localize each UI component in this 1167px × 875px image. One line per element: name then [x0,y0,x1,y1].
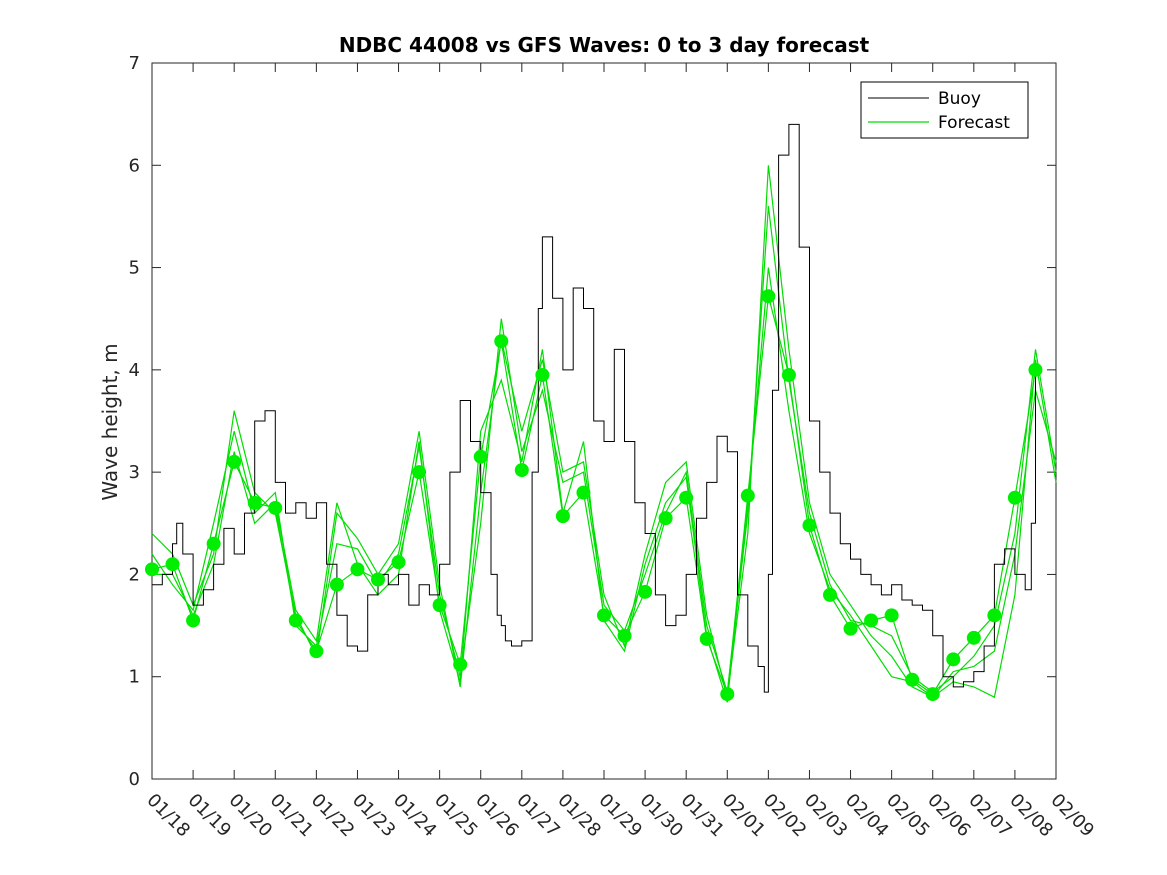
forecast-marker [453,657,468,672]
buoy-line [152,123,1036,693]
forecast-marker [740,488,755,503]
y-tick-label: 2 [129,564,140,585]
x-tick-label: 01/28 [553,790,605,842]
forecast-marker [576,485,591,500]
forecast-marker [966,630,981,645]
y-tick-label: 7 [129,53,140,74]
y-axis-label: Wave height, m [98,343,122,500]
legend-buoy-label: Buoy [938,89,981,109]
forecast-marker [145,562,159,577]
x-tick-label: 01/18 [142,790,194,842]
forecast-marker [699,631,714,646]
x-tick-label: 01/25 [430,790,482,842]
forecast-marker [781,367,796,382]
forecast-marker [843,621,858,636]
forecast-marker [371,572,385,587]
forecast-marker [535,367,550,382]
forecast-marker [412,465,427,480]
x-tick-label: 01/31 [677,790,729,842]
forecast-marker [329,577,344,592]
forecast-line-2 [151,206,1057,693]
forecast-marker [473,449,488,464]
x-tick-label: 02/05 [882,790,934,842]
x-tick-label: 01/29 [594,790,646,842]
forecast-marker [1007,490,1022,505]
forecast-marker [288,613,303,628]
x-tick-label: 02/04 [841,790,893,842]
legend-box [860,81,1029,139]
legend-forecast-label: Forecast [938,113,1010,133]
x-tick-label: 01/19 [184,790,236,842]
forecast-marker [247,495,262,510]
y-tick-label: 4 [129,360,140,381]
legend: Buoy Forecast [860,81,1029,139]
forecast-marker [864,613,879,628]
x-tick-label: 01/26 [471,790,523,842]
forecast-marker [658,511,673,526]
y-tick-label: 0 [129,769,140,790]
forecast-marker [761,289,776,304]
y-tick-label: 3 [129,462,140,483]
x-tick-label: 01/24 [389,790,441,842]
x-tick-label: 01/30 [636,790,688,842]
forecast-marker [1028,362,1043,377]
forecast-marker [206,536,221,551]
x-tick-label: 01/27 [512,790,564,842]
chart-title: NDBC 44008 vs GFS Waves: 0 to 3 day fore… [339,33,870,57]
x-tick-label: 02/01 [718,790,770,842]
forecast-marker [309,644,324,659]
forecast-markers-group [145,289,1043,702]
forecast-marker [268,500,283,515]
forecast-line-3 [151,165,1057,699]
y-axis: 0 1 2 3 4 5 6 7 [129,53,1056,790]
forecast-marker [905,672,920,687]
forecast-marker [186,613,201,628]
forecast-marker [823,587,837,602]
forecast-marker [555,509,570,524]
forecast-marker [597,608,611,623]
forecast-marker [802,518,817,533]
forecast-marker [884,608,899,623]
forecast-marker [514,463,529,478]
y-tick-label: 5 [129,258,140,279]
forecast-marker [987,608,1002,623]
y-tick-label: 6 [129,155,140,176]
forecast-marker [638,584,653,599]
forecast-marker [350,562,365,577]
x-tick-label: 01/22 [307,790,359,842]
buoy-series-group [152,123,1036,693]
forecast-marker [720,687,735,702]
x-tick-label: 02/07 [964,790,1016,842]
forecast-marker [227,454,242,469]
forecast-marker [494,334,509,349]
forecast-marker [946,652,961,667]
x-tick-label: 01/21 [266,790,318,842]
x-axis: 01/1801/1901/2001/2101/2201/2301/2401/25… [142,63,1098,841]
forecast-marker [432,598,447,613]
y-tick-label: 1 [129,667,140,688]
x-tick-label: 02/09 [1046,790,1098,842]
forecast-marker [925,687,940,702]
forecast-marker [617,628,632,643]
forecast-marker [679,490,694,505]
x-tick-label: 02/08 [1005,790,1057,842]
x-tick-label: 01/20 [225,790,277,842]
x-tick-label: 01/23 [348,790,400,842]
forecast-marker [391,555,406,570]
x-tick-label: 02/02 [759,790,811,842]
x-tick-label: 02/06 [923,790,975,842]
forecast-line-4 [152,267,1057,703]
forecast-marker [165,557,180,572]
x-tick-label: 02/03 [800,790,852,842]
